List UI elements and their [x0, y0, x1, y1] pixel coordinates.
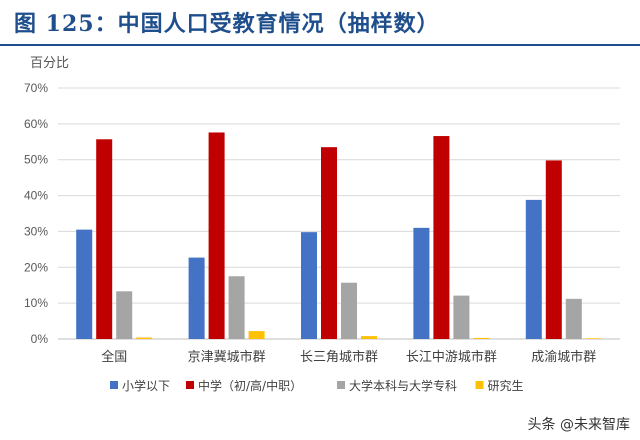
y-tick-label: 30%	[24, 224, 48, 238]
bar	[341, 282, 357, 339]
bar	[208, 132, 225, 339]
bar	[565, 298, 582, 339]
bar	[473, 337, 490, 339]
bar	[188, 257, 205, 339]
bar	[301, 232, 317, 339]
y-axis-label: 百分比	[30, 56, 70, 71]
legend-swatch	[337, 381, 345, 389]
y-tick-label: 0%	[31, 332, 49, 346]
bar	[321, 147, 337, 339]
figure-title: 图 125：中国人口受教育情况（抽样数）	[14, 11, 440, 37]
watermark: 头条 @未来智库	[527, 417, 630, 433]
x-tick-label: 京津冀城市群	[188, 349, 266, 365]
bar	[433, 136, 450, 339]
bar	[228, 276, 245, 339]
legend-label: 中学（初/高/中职）	[198, 378, 302, 393]
legend-swatch	[186, 381, 194, 389]
title-rule	[0, 44, 640, 46]
bar	[76, 229, 93, 339]
y-tick-label: 50%	[24, 153, 48, 167]
y-tick-label: 20%	[24, 260, 48, 274]
bar	[116, 291, 133, 339]
legend-label: 小学以下	[122, 378, 170, 393]
x-tick-label: 长三角城市群	[300, 349, 378, 365]
bar	[453, 295, 470, 339]
legend-label: 研究生	[488, 378, 524, 393]
x-tick-label: 全国	[101, 349, 127, 365]
y-tick-label: 10%	[24, 296, 48, 310]
bar	[525, 199, 542, 339]
bar	[413, 227, 430, 339]
bar	[585, 338, 602, 339]
x-tick-label: 长江中游城市群	[406, 349, 497, 365]
bar	[545, 160, 562, 339]
y-tick-label: 70%	[24, 81, 48, 95]
bar	[248, 331, 265, 339]
legend-label: 大学本科与大学专科	[349, 378, 457, 393]
legend-swatch	[110, 381, 118, 389]
bar	[361, 336, 377, 339]
bar	[96, 139, 113, 339]
y-tick-label: 60%	[24, 117, 48, 131]
legend-swatch	[475, 381, 484, 389]
x-tick-label: 成渝城市群	[531, 349, 596, 365]
y-tick-label: 40%	[24, 189, 48, 203]
bar	[136, 337, 153, 339]
